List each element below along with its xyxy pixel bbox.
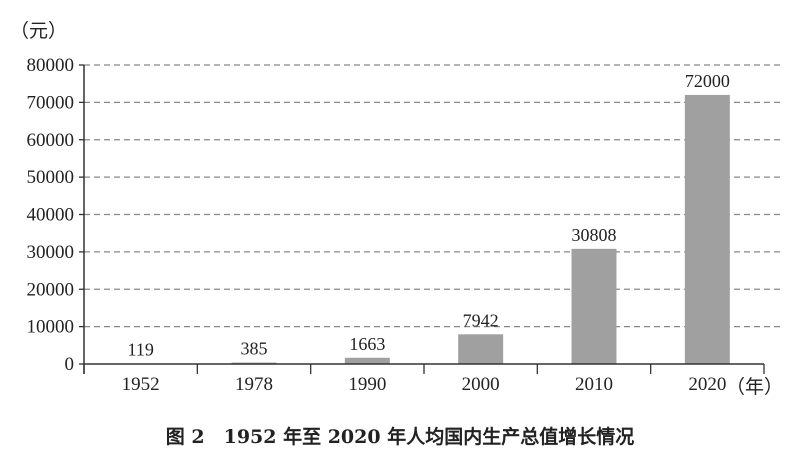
data-label: 119	[127, 340, 153, 360]
y-tick-label: 50000	[27, 167, 75, 188]
y-tick-label: 20000	[27, 279, 75, 300]
y-tick-label: 40000	[27, 205, 75, 226]
bar	[571, 248, 617, 364]
x-tick-label: 1978	[235, 374, 273, 395]
y-tick-label: 70000	[27, 92, 75, 113]
data-label: 1663	[349, 334, 385, 354]
y-tick-label: 60000	[27, 130, 75, 151]
y-tick-label: 30000	[27, 242, 75, 263]
x-tick-label: 1952	[122, 374, 160, 395]
data-label: 7942	[463, 310, 499, 330]
y-tick-label: 0	[65, 354, 75, 375]
data-label: 30808	[572, 225, 617, 245]
data-label: 72000	[685, 71, 730, 91]
x-axis-unit: （年）	[726, 376, 784, 398]
chart-caption: 图 2 1952 年至 2020 年人均国内生产总值增长情况	[165, 426, 635, 448]
y-tick-label: 10000	[27, 317, 75, 338]
x-tick-label: 2010	[575, 374, 613, 395]
y-axis-unit: （元）	[10, 20, 68, 42]
bar	[458, 334, 504, 364]
bar	[684, 94, 730, 365]
x-tick-label: 2020	[688, 374, 726, 395]
bar	[344, 357, 390, 364]
x-tick-label: 1990	[348, 374, 386, 395]
bar-chart: 0 10000 20000 30000 40000 50000 60000 70000 8000…	[27, 55, 784, 395]
x-tick-label: 2000	[462, 374, 500, 395]
data-label: 385	[241, 339, 268, 359]
y-tick-label: 80000	[27, 55, 75, 76]
